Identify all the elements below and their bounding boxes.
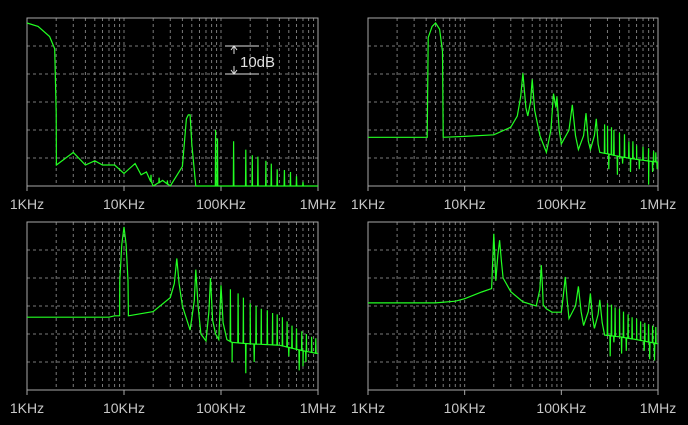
x-tick-label: 10KHz <box>444 400 486 416</box>
x-tick-label: 100KHz <box>196 400 246 416</box>
x-tick-label: 100KHz <box>536 196 586 212</box>
x-tick-label: 10KHz <box>103 400 145 416</box>
spectrum-trace-3 <box>27 226 319 374</box>
plot-panel-1: 1KHz 10KHz 100KHz 1MHz 10dB <box>10 17 337 212</box>
plot-frame <box>367 221 659 391</box>
plot-frame <box>26 17 319 187</box>
spectrum-trace-1 <box>26 22 318 187</box>
spectrum-trace-2 <box>368 22 659 185</box>
plot-frame <box>26 221 319 391</box>
spectrum-trace-4 <box>368 233 659 361</box>
x-tick-label: 10KHz <box>444 196 486 212</box>
x-tick-label: 1MHz <box>300 196 337 212</box>
x-tick-label: 100KHz <box>196 196 246 212</box>
plot-frame <box>367 17 659 187</box>
arrow-up-icon <box>230 45 238 54</box>
x-tick-label: 1KHz <box>351 400 385 416</box>
annotation-label: 10dB <box>240 54 275 71</box>
arrow-down-icon <box>230 66 238 75</box>
x-tick-label: 1MHz <box>640 400 677 416</box>
x-tick-label: 1KHz <box>10 400 44 416</box>
x-tick-label: 1MHz <box>640 196 677 212</box>
x-tick-label: 100KHz <box>536 400 586 416</box>
x-tick-label: 10KHz <box>103 196 145 212</box>
x-tick-label: 1MHz <box>300 400 337 416</box>
plot-panel-4: 1KHz 10KHz 100KHz 1MHz <box>351 221 677 416</box>
scale-annotation: 10dB <box>225 45 275 75</box>
x-tick-label: 1KHz <box>10 196 44 212</box>
plot-panel-3: 1KHz 10KHz 100KHz 1MHz <box>10 221 337 416</box>
plot-panel-2: 1KHz 10KHz 100KHz 1MHz <box>351 17 677 212</box>
x-tick-label: 1KHz <box>351 196 385 212</box>
